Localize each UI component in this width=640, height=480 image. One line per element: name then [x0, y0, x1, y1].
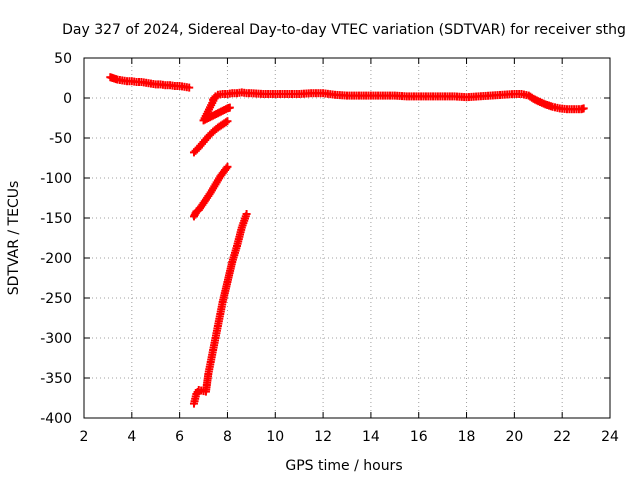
x-tick-label: 14: [362, 429, 380, 445]
y-tick-label: -250: [40, 291, 72, 307]
y-tick-label: 50: [54, 51, 72, 67]
x-tick-label: 16: [410, 429, 428, 445]
y-axis-label: SDTVAR / TECUs: [6, 181, 22, 296]
x-tick-label: 2: [80, 429, 89, 445]
data-point: [242, 210, 251, 218]
y-tick-label: -200: [40, 251, 72, 267]
data-point: [222, 164, 231, 173]
y-tick-label: -350: [40, 371, 72, 387]
data-point: [223, 162, 232, 171]
x-tick-label: 8: [223, 429, 232, 445]
data-point: [223, 117, 232, 126]
data-points: [106, 73, 588, 408]
x-axis-label: GPS time / hours: [285, 458, 402, 474]
y-tick-label: -50: [49, 131, 72, 147]
x-tick-label: 12: [314, 429, 332, 445]
x-tick-label: 22: [553, 429, 571, 445]
plot-frame: [83, 57, 611, 419]
x-tick-label: 24: [601, 429, 619, 445]
y-tick-label: -400: [40, 411, 72, 427]
x-tick-label: 20: [505, 429, 523, 445]
y-tick-label: -300: [40, 331, 72, 347]
data-point: [225, 103, 234, 112]
data-point: [221, 118, 230, 127]
x-tick-label: 10: [266, 429, 284, 445]
x-tick-label: 18: [458, 429, 476, 445]
data-point: [579, 104, 588, 113]
x-tick-label: 6: [175, 429, 184, 445]
x-tick-label: 4: [127, 429, 136, 445]
axis-ticks: 2 4 6 8 10 12 14 16 18 20 22 24500-50-100-150-200-2…: [40, 51, 619, 445]
y-tick-label: -150: [40, 211, 72, 227]
y-tick-label: 0: [63, 91, 72, 107]
data-point: [185, 83, 194, 92]
y-tick-label: -100: [40, 171, 72, 187]
chart-title: Day 327 of 2024, Sidereal Day-to-day VTE…: [62, 22, 626, 38]
